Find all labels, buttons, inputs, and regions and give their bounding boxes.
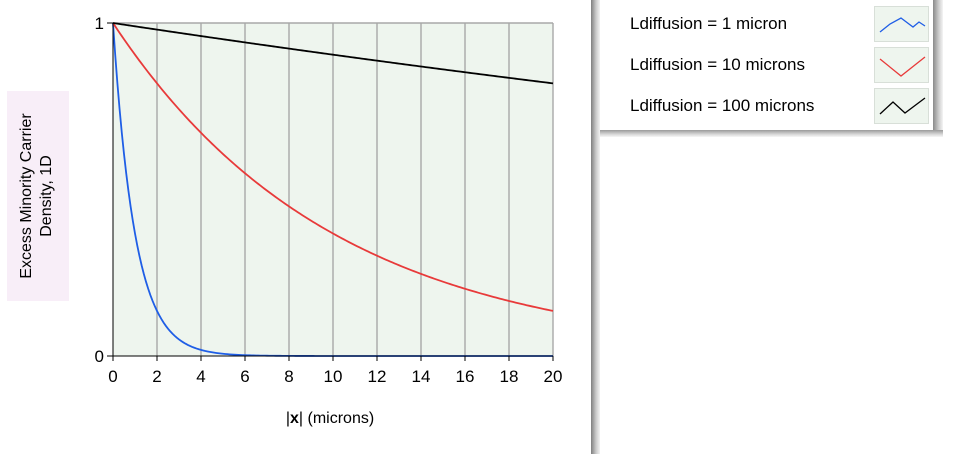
legend-swatch-10um: [874, 47, 929, 83]
legend-entry-1um: Ldiffusion = 1 micron: [600, 5, 933, 43]
panel-divider: [591, 0, 600, 454]
y-axis-label-box: [7, 91, 69, 301]
x-tick-label-12: 12: [368, 367, 387, 386]
x-axis-label: |x| (microns): [286, 410, 374, 428]
legend-shadow-right: [933, 0, 943, 136]
legend-entry-100um: Ldiffusion = 100 microns: [600, 87, 933, 125]
legend-label-100um: Ldiffusion = 100 microns: [630, 96, 815, 115]
tick-labels: 0 2 4 6 8 10 12 14 16 18 20 0 1: [95, 14, 563, 386]
x-tick-label-14: 14: [412, 367, 431, 386]
x-tick-label-8: 8: [284, 367, 293, 386]
legend-swatch-1um: [874, 6, 929, 42]
x-axis-label-suffix: | (microns): [298, 410, 375, 427]
legend-swatch-100um: [874, 88, 929, 124]
x-axis-label-variable: x: [289, 410, 299, 427]
x-tick-label-18: 18: [500, 367, 519, 386]
chart-svg: 0 2 4 6 8 10 12 14 16 18 20 0 1: [95, 14, 563, 386]
x-tick-label-20: 20: [544, 367, 563, 386]
legend: Ldiffusion = 1 micron Ldiffusion = 10 mi…: [600, 0, 933, 130]
x-tick-label-0: 0: [108, 367, 117, 386]
x-axis-label-prefix: |: [285, 410, 290, 427]
series-line-10um: [112, 22, 554, 312]
x-tick-label-10: 10: [324, 367, 343, 386]
y-tick-label-0: 0: [95, 347, 104, 366]
x-tick-label-4: 4: [196, 367, 205, 386]
legend-line-100um: [879, 97, 926, 115]
legend-shadow-bottom: [600, 130, 943, 137]
x-tick-label-6: 6: [240, 367, 249, 386]
series-line-100um: [112, 22, 554, 85]
legend-entry-10um: Ldiffusion = 10 microns: [600, 46, 933, 84]
legend-label-1um: Ldiffusion = 1 micron: [630, 14, 788, 33]
legend-line-10um: [879, 56, 926, 77]
axes: [107, 22, 554, 361]
x-tick-label-2: 2: [152, 367, 161, 386]
legend-line-1um: [879, 17, 926, 33]
y-tick-label-1: 1: [95, 14, 104, 33]
grid-lines: [113, 22, 554, 356]
x-tick-label-16: 16: [456, 367, 475, 386]
legend-label-10um: Ldiffusion = 10 microns: [630, 55, 805, 74]
